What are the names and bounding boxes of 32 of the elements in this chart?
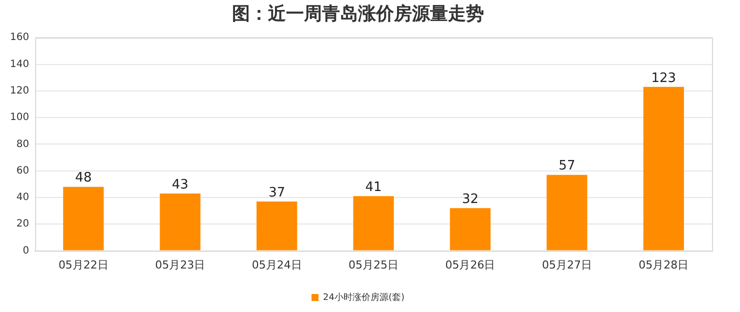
bar	[643, 86, 684, 250]
y-tick-label: 0	[22, 245, 30, 256]
data-label: 57	[558, 158, 576, 174]
bar	[256, 202, 298, 250]
x-tick-label: 05月26日	[445, 258, 496, 272]
x-tick-label: 05月23日	[155, 258, 206, 272]
data-label: 48	[75, 170, 92, 186]
y-tick-label: 140	[10, 58, 30, 70]
chart-title: 图：近一周青岛涨价房源量走势	[232, 3, 484, 24]
y-tick-label: 100	[10, 112, 30, 124]
x-tick-label: 05月24日	[252, 258, 302, 272]
x-tick-label: 05月25日	[348, 258, 399, 272]
x-tick-label: 05月22日	[58, 258, 108, 272]
y-tick-label: 60	[16, 165, 30, 176]
bar	[63, 186, 104, 250]
x-tick-label: 05月27日	[542, 258, 592, 272]
y-tick-label: 80	[16, 138, 30, 150]
y-tick-label: 160	[10, 32, 30, 44]
data-label: 123	[651, 70, 676, 86]
bar	[450, 208, 491, 250]
data-label: 41	[365, 180, 382, 196]
y-tick-label: 120	[10, 85, 30, 96]
data-label: 32	[462, 192, 479, 208]
bar	[353, 196, 394, 250]
bar	[160, 194, 200, 250]
data-label: 43	[172, 177, 188, 192]
legend-label: 24小时涨价房源(套)	[323, 292, 404, 303]
y-tick-label: 40	[16, 192, 30, 204]
data-label: 37	[268, 185, 286, 200]
bar	[546, 174, 588, 250]
y-tick-label: 20	[16, 218, 30, 230]
x-tick-label: 05月28日	[638, 258, 689, 272]
